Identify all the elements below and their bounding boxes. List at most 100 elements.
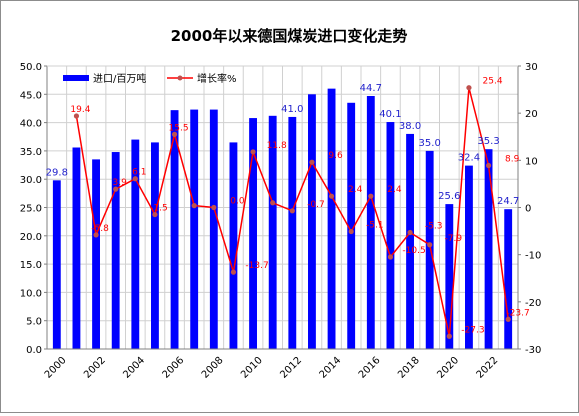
x-tick-label: 2018 bbox=[396, 355, 422, 381]
line-data-label: 15.5 bbox=[169, 123, 189, 133]
bar bbox=[445, 204, 454, 349]
x-tick-label: 2012 bbox=[278, 355, 304, 381]
line-point bbox=[73, 113, 80, 119]
legend-swatch-imports bbox=[63, 75, 89, 81]
line-point bbox=[289, 208, 295, 214]
line-point bbox=[328, 193, 335, 199]
line-data-label: 6.1 bbox=[132, 168, 146, 178]
right-tick-label: 20 bbox=[525, 109, 538, 120]
bar bbox=[111, 152, 120, 349]
right-tick-label: -10 bbox=[525, 251, 541, 262]
legend-label-growth: 增长率% bbox=[197, 72, 237, 85]
x-tick-label: 2002 bbox=[82, 355, 108, 381]
left-tick-label: 25.0 bbox=[20, 204, 42, 215]
bar bbox=[92, 159, 100, 349]
line-data-label: -7.9 bbox=[445, 234, 463, 244]
x-tick-label: 2016 bbox=[357, 355, 383, 381]
line-point bbox=[309, 159, 315, 165]
left-tick-label: 0.0 bbox=[26, 345, 42, 356]
bar bbox=[406, 133, 414, 349]
left-tick-label: 15.0 bbox=[20, 260, 42, 271]
line-point bbox=[250, 149, 256, 155]
line-data-label: -5.1 bbox=[366, 221, 384, 231]
x-tick-label: 2014 bbox=[318, 355, 344, 381]
line-data-label: 25.4 bbox=[483, 77, 503, 87]
line-point bbox=[132, 176, 138, 182]
bar bbox=[327, 88, 336, 349]
line-point bbox=[230, 269, 237, 275]
line-point bbox=[466, 85, 472, 91]
line-data-label: 11.8 bbox=[267, 141, 287, 151]
x-tick-label: 2000 bbox=[43, 355, 69, 381]
line-point bbox=[270, 200, 276, 206]
bar-data-label: 32.4 bbox=[458, 153, 480, 164]
bar-data-label: 29.8 bbox=[46, 167, 68, 178]
bar bbox=[347, 102, 356, 349]
line-point bbox=[368, 193, 374, 199]
left-tick-label: 5.0 bbox=[26, 317, 42, 328]
bar-data-label: 35.0 bbox=[419, 138, 441, 149]
line-data-label: -27.3 bbox=[461, 325, 484, 335]
right-tick-label: 0 bbox=[525, 204, 531, 215]
left-tick-label: 40.0 bbox=[20, 119, 42, 130]
bar bbox=[268, 115, 277, 349]
line-point bbox=[171, 131, 178, 137]
x-tick-label: 2022 bbox=[475, 355, 501, 381]
bar bbox=[209, 109, 218, 349]
right-tick-label: 10 bbox=[525, 156, 538, 167]
chart-title: 2000年以来德国煤炭进口变化走势 bbox=[171, 27, 408, 45]
bar bbox=[190, 109, 199, 349]
line-series bbox=[73, 85, 511, 339]
bar bbox=[386, 122, 395, 349]
right-tick-label: -20 bbox=[525, 298, 541, 309]
line-data-label: 19.4 bbox=[70, 105, 90, 115]
legend: 进口/百万吨 增长率% bbox=[63, 72, 237, 85]
bar-data-label: 40.1 bbox=[379, 109, 401, 120]
line-point bbox=[446, 333, 452, 339]
bar bbox=[131, 139, 140, 349]
left-tick-label: 30.0 bbox=[20, 175, 42, 186]
bar-data-label: 25.6 bbox=[438, 191, 460, 202]
line-data-label: 8.9 bbox=[505, 155, 520, 165]
bar bbox=[425, 150, 434, 349]
bar-data-label: 44.7 bbox=[360, 83, 382, 94]
line-data-label: 0.0 bbox=[230, 197, 245, 207]
left-tick-label: 50.0 bbox=[20, 62, 42, 73]
line-data-label: -5.8 bbox=[91, 224, 109, 234]
bar-data-label: 41.0 bbox=[281, 104, 303, 115]
bar bbox=[229, 142, 238, 349]
line-point bbox=[113, 186, 119, 192]
line-data-label: 2.4 bbox=[387, 185, 402, 195]
line-point bbox=[485, 162, 492, 169]
line-point bbox=[348, 228, 354, 235]
bar bbox=[52, 180, 61, 349]
line-data-label: -1.5 bbox=[150, 204, 168, 214]
bar-data-label: 24.7 bbox=[497, 196, 519, 207]
bar bbox=[72, 147, 81, 349]
x-tick-label: 2010 bbox=[239, 355, 265, 381]
line-point bbox=[152, 211, 158, 218]
left-tick-label: 20.0 bbox=[20, 232, 42, 243]
left-tick-label: 45.0 bbox=[20, 90, 42, 101]
bar-series bbox=[52, 88, 513, 350]
bar bbox=[504, 209, 513, 349]
x-tick-label: 2020 bbox=[435, 355, 461, 381]
bar bbox=[151, 142, 159, 349]
line-data-label: 2.4 bbox=[348, 185, 363, 195]
line-data-label: -23.7 bbox=[506, 308, 529, 318]
line-data-label: 9.6 bbox=[328, 151, 343, 161]
bar bbox=[249, 118, 257, 350]
bar-data-label: 38.0 bbox=[399, 121, 421, 132]
right-tick-label: -30 bbox=[525, 345, 541, 356]
line-data-label: -0.7 bbox=[307, 200, 325, 210]
bar bbox=[308, 94, 316, 349]
x-tick-label: 2004 bbox=[121, 355, 147, 381]
line-data-label: 3.9 bbox=[113, 178, 128, 188]
bar bbox=[170, 110, 179, 349]
line-data-label: -5.3 bbox=[425, 221, 443, 231]
left-tick-label: 35.0 bbox=[20, 147, 42, 158]
bar-data-label: 35.3 bbox=[477, 136, 499, 147]
bar bbox=[366, 95, 375, 349]
